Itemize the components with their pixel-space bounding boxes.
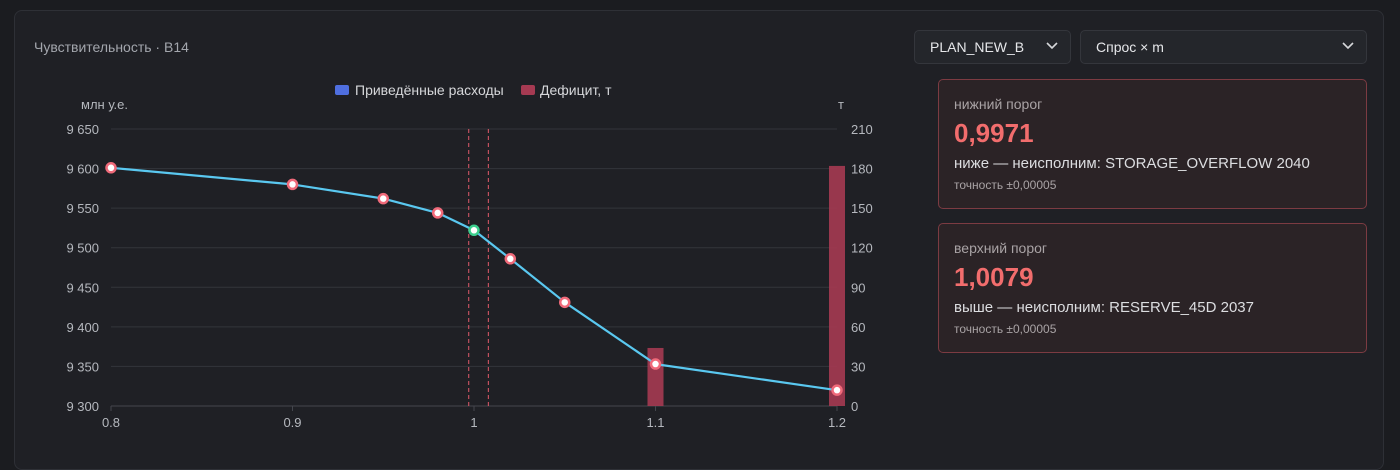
x-tick-label: 0.9 <box>283 415 301 430</box>
deficit-bar <box>647 347 664 406</box>
y-right-tick-label: 60 <box>851 320 865 335</box>
y-right-tick-label: 90 <box>851 280 865 295</box>
cost-point <box>431 207 444 219</box>
x-tick-label: 1.2 <box>828 415 846 430</box>
y-right-tick-label: 0 <box>851 399 858 414</box>
x-tick-label: 1.1 <box>646 415 664 430</box>
lower-threshold-precision: точность ±0,00005 <box>954 178 1057 192</box>
upper-threshold-label: верхний порог <box>954 240 1048 256</box>
cost-point <box>286 178 299 191</box>
y-left-tick-label: 9 300 <box>66 399 99 414</box>
x-tick-label: 0.8 <box>102 415 120 430</box>
cost-point <box>831 384 843 396</box>
y-left-tick-label: 9 350 <box>66 359 99 374</box>
y-right-axis-title: т <box>838 97 844 112</box>
cost-point <box>105 162 117 174</box>
y-left-tick-label: 9 550 <box>66 201 99 216</box>
legend-swatch-deficit <box>521 85 535 95</box>
y-left-axis-title: млн у.е. <box>81 97 128 112</box>
y-right-tick-label: 210 <box>851 122 873 137</box>
y-left-tick-label: 9 650 <box>66 122 99 137</box>
y-right-tick-label: 30 <box>851 359 865 374</box>
chevron-down-icon <box>1046 31 1060 63</box>
plan-select-value: PLAN_NEW_B <box>930 39 1025 55</box>
sensitivity-chart: 9 300 9 350 9 400 9 450 9 500 9 550 9 600 9 650… <box>66 82 873 430</box>
chart-legend: Приведённые расходы Дефицит, т <box>335 82 612 98</box>
lower-threshold-description: ниже — неисполним: STORAGE_OVERFLOW 2040 <box>954 155 1310 172</box>
cost-point <box>649 358 662 370</box>
y-right-tick-label: 180 <box>851 162 873 177</box>
y-left-tick-label: 9 400 <box>66 320 99 335</box>
upper-threshold-value: 1,0079 <box>954 262 1034 292</box>
cost-point <box>377 192 389 205</box>
y-left-tick-label: 9 450 <box>66 280 99 295</box>
cost-line <box>110 166 838 392</box>
upper-threshold-description: выше — неисполним: RESERVE_45D 2037 <box>954 299 1254 316</box>
chevron-down-icon <box>1342 31 1356 63</box>
plan-select[interactable]: PLAN_NEW_B <box>914 30 1071 64</box>
panel-title: Чувствительность · B14 <box>34 39 189 55</box>
deficit-bar <box>829 165 845 406</box>
cost-point <box>559 296 571 309</box>
parameter-select-value: Спрос × m <box>1096 39 1164 55</box>
parameter-select[interactable]: Спрос × m <box>1080 30 1367 64</box>
legend-label-deficit: Дефицит, т <box>540 82 612 98</box>
cost-point <box>504 253 517 265</box>
lower-threshold-value: 0,9971 <box>954 118 1034 148</box>
y-right-tick-label: 150 <box>851 201 873 216</box>
upper-threshold-card: верхний порог 1,0079 выше — неисполним: … <box>938 223 1367 353</box>
lower-threshold-card: нижний порог 0,9971 ниже — неисполним: S… <box>938 79 1367 209</box>
legend-swatch-cost <box>335 85 349 95</box>
sensitivity-panel: Чувствительность · B14 PLAN_NEW_B Спрос … <box>14 10 1384 470</box>
lower-threshold-label: нижний порог <box>954 96 1043 112</box>
base-point <box>468 224 480 237</box>
x-tick-label: 1 <box>470 415 477 430</box>
upper-threshold-precision: точность ±0,00005 <box>954 322 1057 336</box>
y-left-tick-label: 9 500 <box>66 241 99 256</box>
y-right-tick-label: 120 <box>851 241 873 256</box>
y-left-tick-label: 9 600 <box>66 162 99 177</box>
legend-label-cost: Приведённые расходы <box>355 82 504 98</box>
